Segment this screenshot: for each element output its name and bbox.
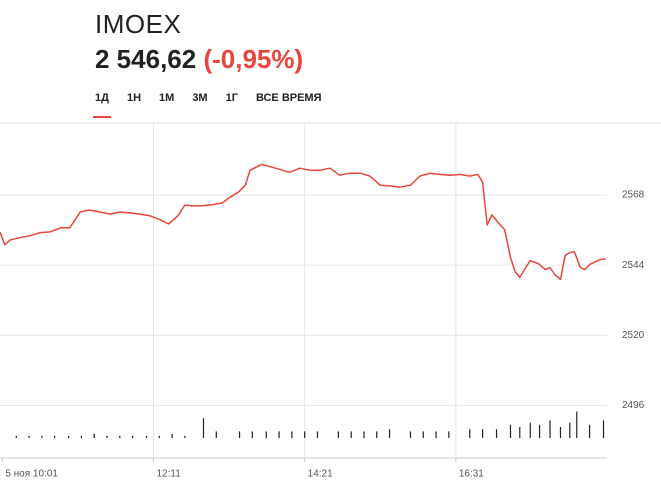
x-tick-label: 14:21 xyxy=(308,469,333,480)
volume-bar xyxy=(559,427,562,438)
price: 2 546,62 xyxy=(95,44,197,74)
tab[interactable]: ВСЕ ВРЕМЯ xyxy=(255,92,322,104)
volume-bar xyxy=(265,431,267,438)
volume-bar xyxy=(519,427,521,438)
volume-bar xyxy=(131,435,134,438)
volume-bar xyxy=(409,431,412,438)
price-line: 2 546,62 (-0,95%) xyxy=(95,42,303,76)
tab[interactable]: 1Н xyxy=(126,92,142,104)
volume-bar xyxy=(304,431,306,438)
volume-bar xyxy=(529,422,531,438)
volume-bar xyxy=(215,431,217,438)
volume-bar xyxy=(28,435,30,438)
volume-bar xyxy=(350,431,352,438)
tab[interactable]: 3М xyxy=(192,92,208,104)
volume-bar xyxy=(376,431,378,438)
volume-bar xyxy=(337,431,339,438)
tab[interactable]: 1М xyxy=(159,92,175,104)
tab[interactable]: 1Д xyxy=(93,92,111,118)
change: (-0,95%) xyxy=(203,44,304,74)
tab[interactable]: 1Г xyxy=(225,92,238,104)
volume-bar xyxy=(68,435,70,438)
volume-bar xyxy=(435,431,437,438)
tabs: 1Д 1Н 1М 3М 1Г ВСЕ ВРЕМЯ xyxy=(93,92,340,118)
volume-bar xyxy=(291,431,293,438)
volume-bar xyxy=(422,431,424,438)
volume-bar xyxy=(41,435,43,438)
volume-bar xyxy=(316,431,319,438)
volume-bar xyxy=(54,435,56,438)
volume-bar xyxy=(495,429,498,438)
price-line xyxy=(0,163,606,281)
y-tick-label: 2568 xyxy=(622,190,645,201)
x-tick-label: 5 ноя 10:01 xyxy=(5,469,58,480)
ticker: IMOEX xyxy=(95,9,182,39)
volume-bar xyxy=(171,433,173,438)
volume-bar xyxy=(448,431,450,438)
x-tick-label: 12:11 xyxy=(156,469,181,480)
volume-bar xyxy=(278,431,280,438)
y-tick-label: 2544 xyxy=(622,260,645,271)
volume-bar xyxy=(363,431,365,438)
volume-bar xyxy=(588,424,591,438)
volume-bar xyxy=(602,420,605,438)
volume-bar xyxy=(184,435,186,438)
header: IMOEX 2 546,62 (-0,95%) xyxy=(95,8,303,76)
y-tick-label: 2496 xyxy=(622,400,645,411)
x-tick-label: 16:31 xyxy=(459,469,484,480)
volume-bar xyxy=(576,411,578,438)
volume-bar xyxy=(80,435,82,438)
volume-bar xyxy=(388,429,391,438)
volume-bar xyxy=(549,420,551,438)
volume-bar xyxy=(158,435,160,438)
volume-bar xyxy=(202,418,205,438)
volume-bar xyxy=(538,424,541,438)
volume-bar xyxy=(119,435,121,438)
volume-bar xyxy=(15,435,17,438)
volume-bar xyxy=(145,435,148,438)
volume-bar xyxy=(469,429,471,438)
volume-bar xyxy=(238,431,241,438)
volume-bar xyxy=(93,433,95,438)
volume-bar xyxy=(569,422,571,438)
volume-bar xyxy=(481,429,484,438)
volume-bar xyxy=(251,431,253,438)
volume-bar xyxy=(106,435,108,438)
y-tick-label: 2520 xyxy=(622,330,645,341)
volume-bar xyxy=(509,424,512,438)
